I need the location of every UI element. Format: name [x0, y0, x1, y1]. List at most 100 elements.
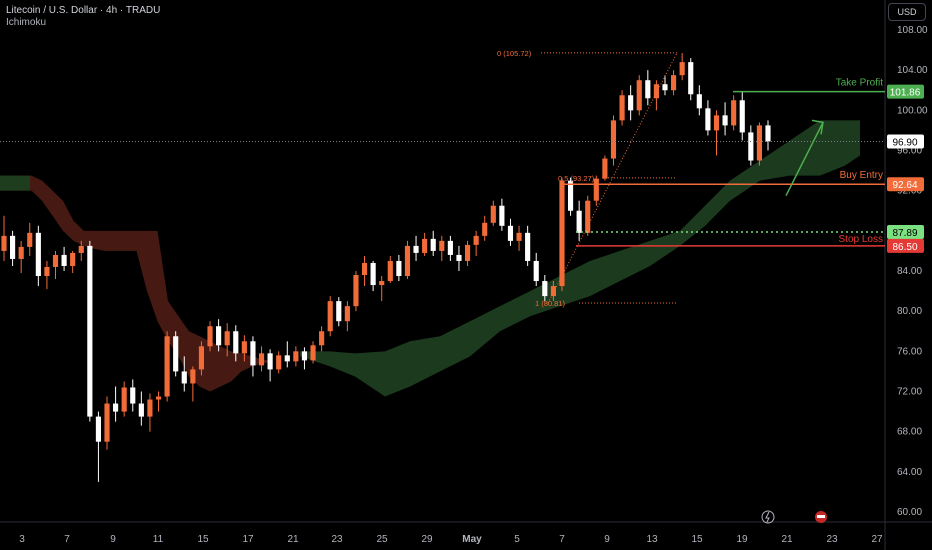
- candle-body: [181, 371, 187, 384]
- price-axis[interactable]: 108.00104.00100.0096.0092.0088.0084.0080…: [887, 25, 928, 518]
- candle-body: [636, 80, 642, 111]
- time-tick-label: 15: [691, 534, 703, 545]
- candle-body: [705, 108, 711, 131]
- price-tick-label: 108.00: [897, 25, 928, 36]
- stop-loss-badge: [887, 238, 924, 253]
- candle-body: [516, 232, 522, 241]
- candle-body: [35, 232, 41, 277]
- time-tick-label: 21: [781, 534, 793, 545]
- candle-body: [267, 353, 273, 370]
- candle-body: [473, 235, 479, 245]
- candle-body: [147, 399, 153, 417]
- time-tick-label: 11: [153, 534, 164, 545]
- fib-level-label: 1 (80.81): [535, 299, 566, 308]
- fib-level-label: 0.5 (93.27): [558, 174, 595, 183]
- candle-body: [155, 396, 162, 400]
- candle-body: [628, 95, 634, 111]
- time-tick-label: 23: [331, 534, 343, 545]
- candle-body: [662, 84, 668, 91]
- candle-body: [344, 306, 350, 322]
- lightning-bolt-icon: [765, 511, 770, 523]
- price-tick-label: 68.00: [897, 427, 922, 438]
- price-tick-label: 104.00: [897, 65, 928, 76]
- projection-arrow-icon: [785, 122, 824, 197]
- cloud-bearish: [0, 175, 273, 392]
- time-tick-label: 5: [514, 534, 520, 545]
- candle-body: [284, 355, 290, 362]
- target-badge: [887, 224, 924, 239]
- candle-body: [550, 286, 556, 297]
- stop-loss-badge-text: 86.50: [892, 242, 917, 253]
- candle-body: [293, 351, 299, 362]
- candle-body: [164, 336, 170, 397]
- candle-body: [490, 205, 496, 223]
- time-tick-label: 9: [110, 534, 116, 545]
- candle-body: [610, 120, 617, 159]
- event-flag-mark-icon: [817, 515, 825, 518]
- candle-body: [559, 180, 565, 287]
- candle-body: [61, 254, 67, 266]
- candle-body: [104, 403, 110, 442]
- buy-entry-badge: [887, 177, 924, 192]
- candle-body: [688, 62, 694, 95]
- candle-body: [696, 94, 702, 109]
- candle-body: [679, 62, 685, 76]
- candle-body: [387, 260, 393, 282]
- candle-body: [113, 403, 119, 412]
- time-tick-label: 15: [197, 534, 209, 545]
- time-tick-label: 17: [242, 534, 254, 545]
- price-tick-label: 76.00: [897, 346, 922, 357]
- candle-body: [585, 200, 591, 233]
- buy-entry-badge-text: 92.64: [892, 180, 917, 191]
- candle-body: [396, 260, 402, 277]
- candle-body: [456, 254, 462, 261]
- candle-body: [327, 301, 333, 332]
- fib-trend-line: [547, 52, 678, 304]
- candle-body: [731, 100, 737, 126]
- cloud-bullish: [300, 120, 860, 397]
- candle-body: [379, 281, 385, 286]
- stop-loss-label: Stop Loss: [839, 234, 883, 245]
- candle-body: [447, 240, 453, 255]
- candle-body: [130, 387, 136, 404]
- candle-body: [361, 262, 368, 276]
- symbol-title: Litecoin / U.S. Dollar · 4h · TRADU: [6, 5, 161, 16]
- candle-body: [645, 80, 651, 99]
- price-tick-label: 72.00: [897, 387, 922, 398]
- time-tick-label: 23: [826, 534, 838, 545]
- candle-body: [507, 225, 514, 241]
- candle-body: [670, 75, 677, 91]
- candle-body: [52, 254, 59, 267]
- candle-body: [567, 180, 574, 211]
- candle-body: [276, 355, 282, 370]
- price-tick-label: 96.00: [897, 146, 922, 157]
- candle-body: [413, 245, 419, 253]
- time-tick-label: 25: [376, 534, 388, 545]
- candle-body: [525, 232, 531, 261]
- candle-body: [482, 222, 488, 236]
- candle-body: [422, 238, 428, 253]
- time-tick-label: May: [462, 534, 482, 545]
- candle-body: [336, 301, 342, 322]
- candle-body: [619, 95, 625, 121]
- time-tick-label: 7: [559, 534, 565, 545]
- time-tick-label: 3: [19, 534, 25, 545]
- levels-layer: 0 (105.72) 0.5 (93.27) 1 (80.81) Take Profi…: [0, 49, 885, 308]
- price-tick-label: 60.00: [897, 507, 922, 518]
- cloud-bullish-start: [0, 175, 30, 191]
- candle-body: [18, 246, 24, 259]
- currency-button[interactable]: USD: [888, 3, 926, 21]
- price-tick-label: 84.00: [897, 266, 922, 277]
- candle-body: [44, 266, 50, 277]
- time-axis[interactable]: 3 7 9 11 15 17 21 23 25 29 May 5 7 9 13 15 19 21 23 27: [19, 510, 883, 545]
- current-price-badge: [887, 134, 924, 149]
- price-tick-label: 64.00: [897, 467, 922, 478]
- candle-body: [121, 387, 127, 412]
- time-tick-label: 21: [287, 534, 299, 545]
- ichimoku-cloud: [0, 120, 860, 397]
- candle-body: [250, 341, 256, 366]
- candle-body: [70, 252, 76, 266]
- candle-body: [756, 125, 762, 161]
